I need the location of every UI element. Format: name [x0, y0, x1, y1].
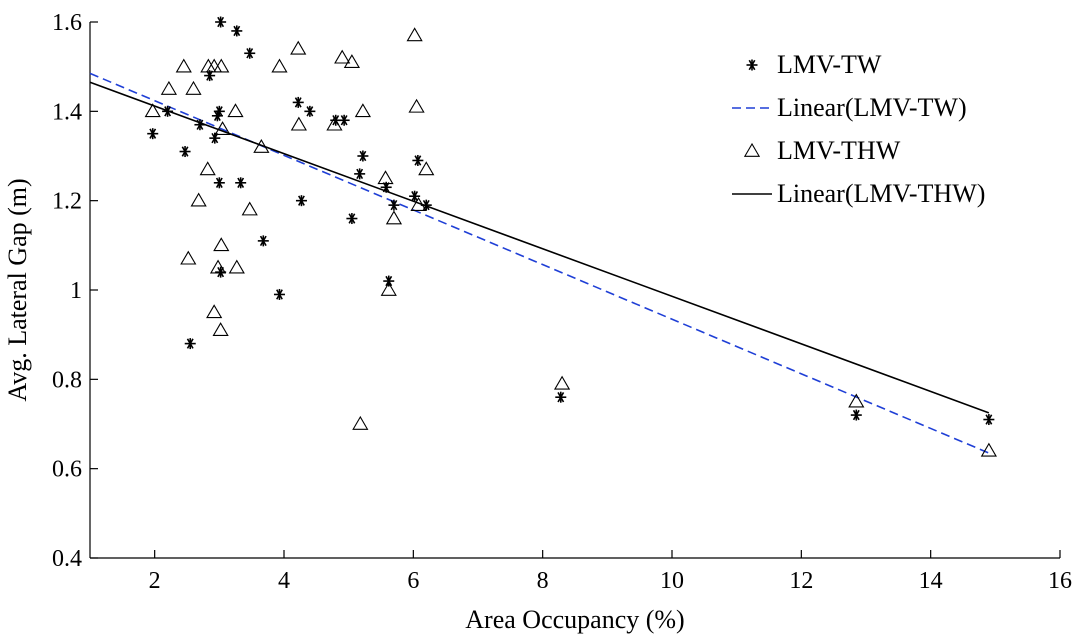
data-point-triangle [410, 197, 427, 211]
y-tick-label: 0.6 [52, 457, 82, 483]
data-point-triangle [326, 116, 343, 131]
data-point-star [412, 154, 424, 166]
data-point-star [213, 105, 225, 117]
data-point-triangle [144, 103, 161, 118]
x-axis-label: Area Occupancy (%) [465, 605, 684, 634]
legend-label: LMV-TW [777, 50, 882, 79]
y-tick-label: 0.4 [52, 546, 82, 572]
x-tick-label: 12 [789, 568, 813, 594]
data-point-triangle [241, 201, 258, 216]
data-point-triangle [352, 415, 369, 430]
data-point-triangle [848, 393, 865, 408]
y-tick-label: 1.6 [52, 10, 82, 36]
x-tick-label: 6 [407, 568, 419, 594]
x-tick-label: 10 [660, 568, 684, 594]
legend-item: Linear(LMV-THW) [732, 179, 985, 208]
data-point-star [388, 199, 400, 211]
data-point-triangle [180, 250, 197, 265]
x-tick-label: 4 [278, 568, 290, 594]
data-point-star [147, 128, 159, 140]
data-points [144, 16, 997, 457]
data-point-triangle [408, 98, 425, 113]
data-point-star [295, 195, 307, 207]
data-point-triangle [343, 54, 361, 69]
x-tick-label: 14 [919, 568, 943, 594]
data-point-star [194, 119, 206, 131]
legend-label: Linear(LMV-THW) [777, 179, 985, 208]
legend-star-swatch [746, 59, 758, 71]
legend-triangle-swatch [743, 142, 761, 157]
data-point-triangle [175, 58, 192, 73]
trend-line [89, 72, 990, 454]
y-tick-label: 1.4 [52, 99, 82, 125]
data-point-star [383, 275, 395, 287]
data-point-star [184, 338, 196, 350]
data-point-star [304, 105, 316, 117]
x-tick-label: 8 [537, 568, 549, 594]
data-point-star [235, 177, 247, 189]
y-axis-label: Avg. Lateral Gap (m) [3, 178, 32, 401]
data-point-triangle [213, 58, 230, 73]
data-point-triangle [377, 170, 394, 185]
data-point-triangle [334, 49, 351, 64]
data-point-star [357, 150, 369, 162]
data-point-triangle [228, 259, 245, 274]
legend-item: Linear(LMV-TW) [732, 93, 967, 122]
data-point-triangle [418, 161, 435, 176]
data-point-triangle [354, 103, 371, 118]
legend-item: LMV-THW [743, 136, 901, 165]
trend-lines [89, 72, 990, 454]
axis-ticks: 2 4 6 8 10 12 14 16 0.4 0.6 0.8 1 1.2 1.4 1.6 [52, 10, 1072, 594]
data-point-triangle [206, 304, 223, 319]
data-point-triangle [227, 103, 244, 118]
data-point-star [409, 190, 421, 202]
data-point-triangle [253, 138, 270, 153]
legend-item: LMV-TW [746, 50, 882, 79]
x-tick-label: 16 [1048, 568, 1072, 594]
data-point-star [850, 409, 862, 421]
data-point-star [555, 391, 567, 403]
data-point-star [162, 105, 174, 117]
data-point-star [179, 146, 191, 158]
data-point-star [231, 25, 243, 37]
data-point-star [346, 213, 358, 225]
data-point-triangle [406, 27, 423, 42]
y-tick-label: 0.8 [52, 367, 82, 393]
data-point-triangle [290, 116, 307, 131]
data-point-star [338, 114, 350, 126]
y-tick-label: 1 [70, 278, 82, 304]
legend-label: Linear(LMV-TW) [777, 93, 967, 122]
data-point-triangle [214, 121, 231, 136]
data-point-triangle [980, 442, 997, 457]
data-point-triangle [160, 80, 177, 95]
data-point-triangle [209, 259, 227, 274]
data-point-star [244, 47, 256, 59]
data-point-star [215, 16, 227, 28]
data-point-star [983, 414, 995, 426]
data-point-star [257, 235, 269, 247]
legend-label: LMV-THW [777, 136, 901, 165]
legend: LMV-TW Linear(LMV-TW) LMV-THW Linear(LMV-TH… [732, 50, 985, 208]
y-tick-label: 1.2 [52, 189, 82, 215]
data-point-triangle [213, 237, 230, 252]
data-point-triangle [199, 161, 216, 176]
data-point-star [273, 288, 285, 300]
x-tick-label: 2 [149, 568, 161, 594]
data-point-triangle [385, 210, 403, 225]
data-point-star [213, 177, 225, 189]
data-point-triangle [271, 58, 288, 73]
data-point-triangle [290, 40, 307, 55]
data-point-star [292, 96, 304, 108]
data-point-triangle [212, 322, 229, 337]
data-point-triangle [380, 281, 397, 296]
data-point-triangle [553, 375, 571, 390]
data-point-triangle [185, 80, 202, 95]
data-point-triangle [190, 192, 207, 207]
data-point-star [354, 168, 366, 180]
trend-line [89, 81, 990, 414]
